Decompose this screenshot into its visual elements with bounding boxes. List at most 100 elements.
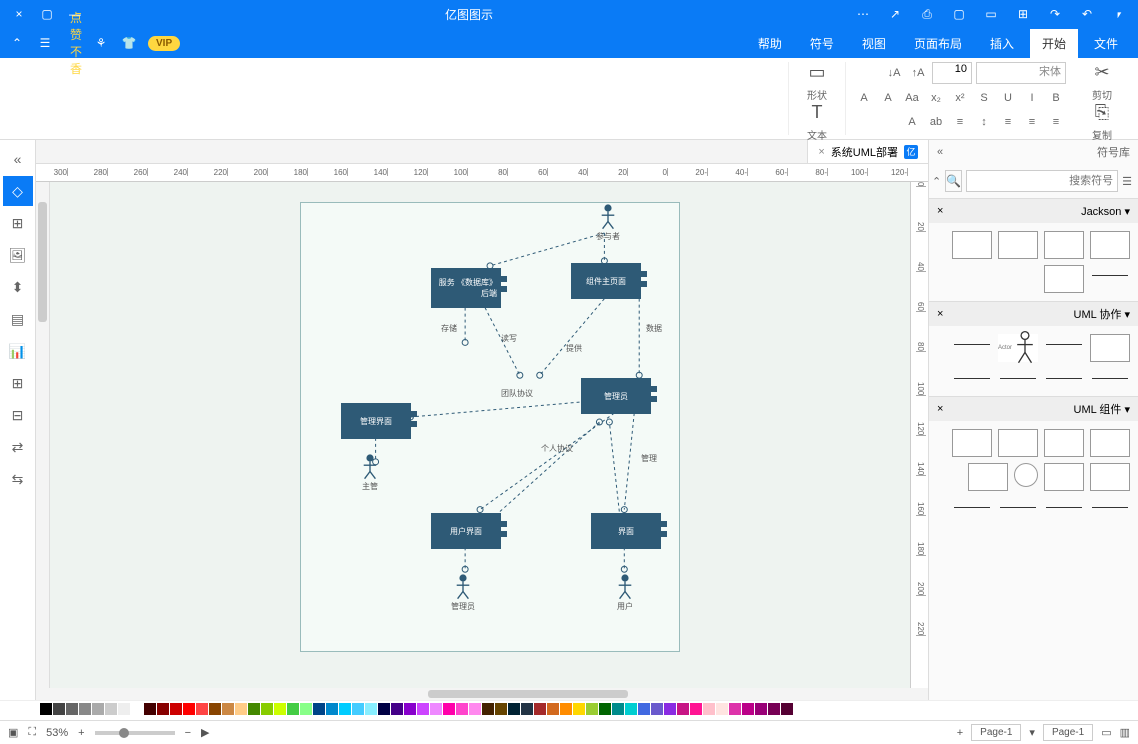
menu-item-0[interactable]: 文件 [1082,29,1130,58]
doc-tab-close-icon[interactable]: × [818,146,824,158]
shape-rect[interactable] [1044,463,1084,491]
swatch[interactable] [170,703,182,715]
vip-badge[interactable]: VIP [148,36,180,51]
page-select[interactable]: Page-1 [1043,724,1093,741]
swatch[interactable] [287,703,299,715]
swatch[interactable] [144,703,156,715]
left-tool-8[interactable]: ⊟ [3,400,33,430]
actor-a4[interactable]: 用户 [616,573,634,612]
swatch[interactable] [703,703,715,715]
undo-icon[interactable]: ↶ [1078,5,1096,23]
para-↕[interactable]: ↕ [974,112,994,132]
swatch[interactable] [79,703,91,715]
uml-node-n3[interactable]: 管理员 [581,378,651,414]
swatch[interactable] [131,703,143,715]
font-family-select[interactable]: 宋体 [976,62,1066,84]
panel-collapse-icon[interactable]: » [937,146,943,158]
swatch[interactable] [157,703,169,715]
diagram-page[interactable]: 组件主页面《数据库》 服务后端管理员管理界面用户界面界面参与者主管管理员用户数据… [300,202,680,652]
left-tool-6[interactable]: 📊 [3,336,33,366]
section-UML 协作[interactable]: ▾ UML 协作× [929,302,1138,326]
swatch[interactable] [417,703,429,715]
fmt-B[interactable]: B [1046,88,1066,108]
font-grow-icon[interactable]: A↑ [908,63,928,83]
search-input[interactable] [966,170,1118,192]
panel-up-icon[interactable]: ⌃ [932,171,941,191]
swatch[interactable] [651,703,663,715]
add-page-icon[interactable]: + [957,727,963,739]
shape-obj[interactable] [1090,334,1130,362]
section-Jackson[interactable]: ▾ Jackson× [929,199,1138,223]
swatch[interactable] [196,703,208,715]
left-tool-4[interactable]: ⬍ [3,272,33,302]
more-icon[interactable]: ⋯ [854,5,872,23]
shape-o-o[interactable] [952,497,992,517]
shape-o-o[interactable] [998,497,1038,517]
fmt-x₂[interactable]: x₂ [926,88,946,108]
fmt-x²[interactable]: x² [950,88,970,108]
zoom-in-icon[interactable]: + [78,727,84,739]
fmt-A[interactable]: A [854,88,874,108]
swatch[interactable] [105,703,117,715]
shape-rect[interactable] [998,231,1038,259]
new-icon[interactable]: ▢ [950,5,968,23]
shape-comp[interactable] [952,429,992,457]
actor-a1[interactable]: 参与者 [596,203,620,242]
shape-o-o[interactable] [1090,497,1130,517]
ribbon-btn-形状[interactable]: ▭形状 [797,62,837,102]
page-dropdown-icon[interactable]: ▾ [1029,726,1035,739]
shape-arr[interactable] [952,334,992,354]
swatch[interactable] [586,703,598,715]
shape-rect[interactable] [1090,463,1130,491]
swatch[interactable] [274,703,286,715]
left-tool-2[interactable]: ⊞ [3,208,33,238]
zoom-out-icon[interactable]: − [185,727,191,739]
font-shrink-icon[interactable]: A↓ [884,63,904,83]
swatch[interactable] [300,703,312,715]
shape-arr[interactable] [998,368,1038,388]
swatch[interactable] [612,703,624,715]
left-tool-7[interactable]: ⊞ [3,368,33,398]
shape-pkg[interactable] [1044,429,1084,457]
shape-actor[interactable]: Actor [998,334,1038,362]
uml-node-n5[interactable]: 用户界面 [431,513,501,549]
swatch[interactable] [66,703,78,715]
print-icon[interactable]: ⎙ [918,5,936,23]
shape-rect[interactable] [952,231,992,259]
shape-rect[interactable] [968,463,1008,491]
swatch[interactable] [560,703,572,715]
swatch[interactable] [690,703,702,715]
swatch[interactable] [326,703,338,715]
fmt-U[interactable]: U [998,88,1018,108]
search-icon[interactable]: 🔍 [945,170,962,192]
swatch[interactable] [235,703,247,715]
shape-arr[interactable] [1090,368,1130,388]
swatch[interactable] [664,703,676,715]
left-tool-3[interactable]: 🖼 [3,240,33,270]
user-icon[interactable]: ☰ [36,34,54,52]
shape-rect[interactable] [1044,231,1084,259]
shape-rect[interactable] [1090,231,1130,259]
collapse-icon[interactable]: ⌃ [8,34,26,52]
para-A[interactable]: A [902,112,922,132]
fmt-S[interactable]: S [974,88,994,108]
swatch[interactable] [92,703,104,715]
ribbon-btn-文本[interactable]: T文本 [797,102,837,142]
swatch[interactable] [599,703,611,715]
swatch[interactable] [430,703,442,715]
left-tool-1[interactable]: ◇ [3,176,33,206]
page-tab[interactable]: Page-1 [971,724,1021,741]
layout-icon[interactable]: ▥ [1120,726,1130,739]
swatch[interactable] [443,703,455,715]
swatch[interactable] [534,703,546,715]
swatch[interactable] [378,703,390,715]
swatch[interactable] [677,703,689,715]
theme-icon[interactable]: 👕 [120,34,138,52]
menu-item-3[interactable]: 页面布局 [902,29,974,58]
swatch[interactable] [781,703,793,715]
shape-tree[interactable] [1044,265,1084,293]
fmt-A[interactable]: A [878,88,898,108]
swatch[interactable] [261,703,273,715]
swatch[interactable] [391,703,403,715]
menu-item-1[interactable]: 开始 [1030,29,1078,58]
